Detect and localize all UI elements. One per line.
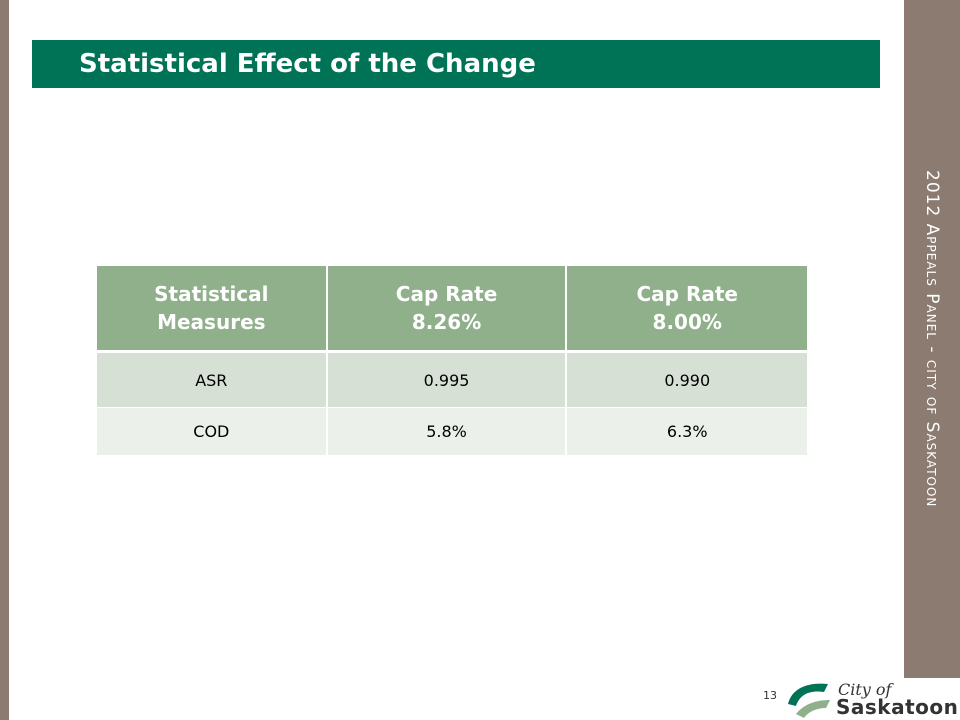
- side-title: 2012 Appeals Panel - city of Saskatoon: [922, 170, 942, 508]
- table-row: COD 5.8% 6.3%: [97, 407, 807, 456]
- city-logo: City of Saskatoon: [782, 678, 960, 720]
- header-line: 8.26%: [411, 310, 482, 334]
- header-cap-rate-800: Cap Rate 8.00%: [566, 266, 807, 353]
- logo-name-text: Saskatoon: [836, 695, 959, 719]
- header-line: Statistical: [154, 282, 269, 306]
- statistics-table: Statistical Measures Cap Rate 8.26% Cap …: [97, 266, 807, 456]
- table-cell: 0.995: [326, 351, 568, 408]
- table-row: ASR 0.995 0.990: [97, 351, 807, 408]
- header-line: Cap Rate: [395, 282, 498, 306]
- table-cell: 0.990: [566, 351, 807, 408]
- header-line: 8.00%: [652, 310, 722, 334]
- header-line: Cap Rate: [636, 282, 738, 306]
- saskatoon-logo-icon: [788, 683, 830, 718]
- header-statistical-measures: Statistical Measures: [97, 266, 328, 353]
- table-cell: 6.3%: [566, 407, 807, 456]
- header-cap-rate-826: Cap Rate 8.26%: [326, 266, 568, 353]
- table-cell: ASR: [97, 351, 328, 408]
- page-number: 13: [763, 689, 777, 702]
- logo-city-text: City of: [838, 680, 892, 699]
- table-header-row: Statistical Measures Cap Rate 8.26% Cap …: [97, 266, 807, 353]
- right-sidebar: [904, 0, 960, 678]
- header-line: Measures: [157, 310, 266, 334]
- left-border-bar: [0, 0, 9, 720]
- title-banner: Statistical Effect of the Change: [32, 40, 880, 88]
- table-cell: COD: [97, 407, 328, 456]
- table-cell: 5.8%: [326, 407, 568, 456]
- side-title-container: 2012 Appeals Panel - city of Saskatoon: [904, 0, 960, 678]
- slide-title: Statistical Effect of the Change: [79, 49, 536, 79]
